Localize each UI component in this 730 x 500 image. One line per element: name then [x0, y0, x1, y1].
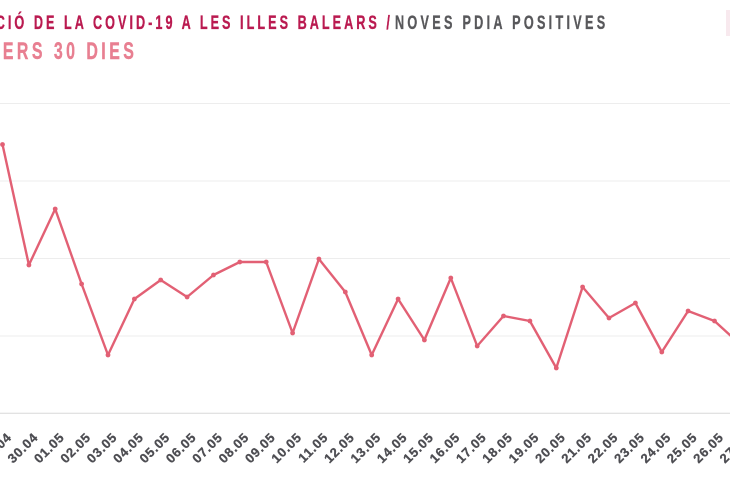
svg-text:10.05: 10.05 [268, 430, 304, 466]
